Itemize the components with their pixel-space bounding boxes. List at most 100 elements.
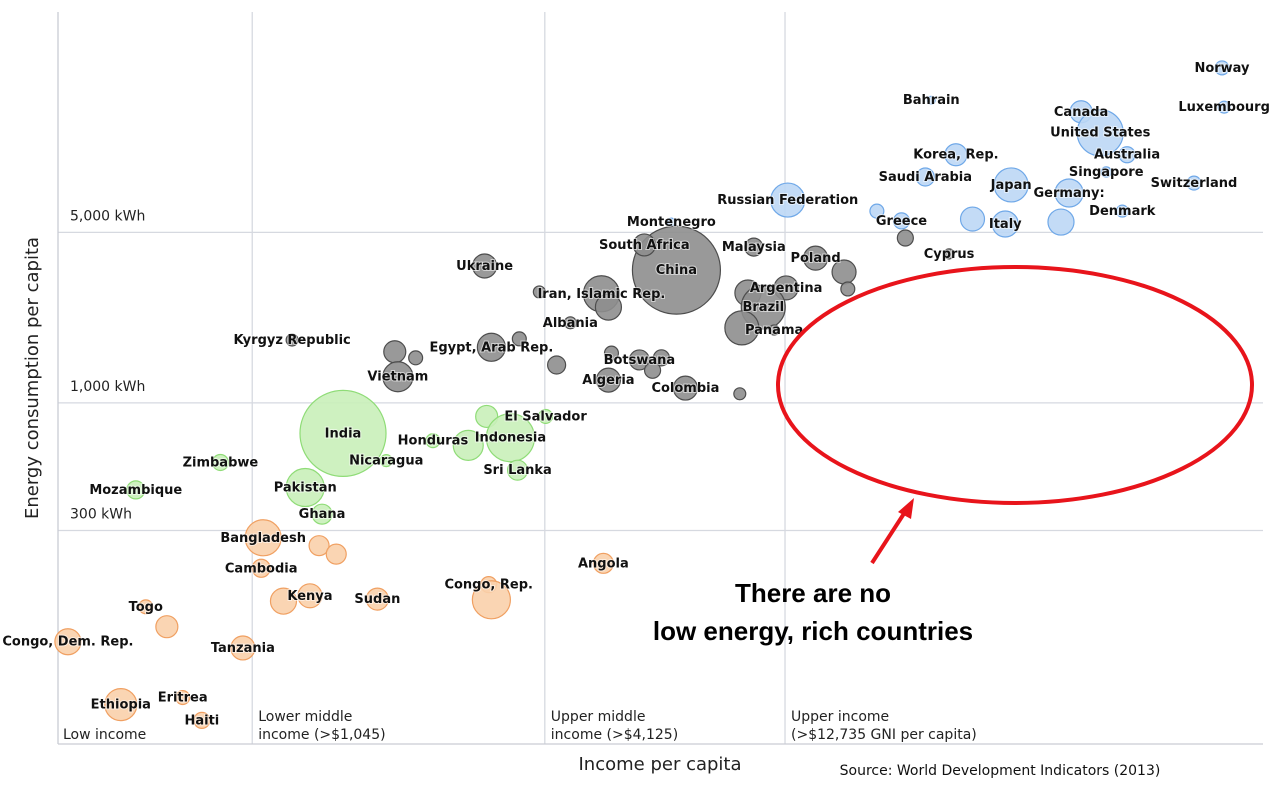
bubble bbox=[471, 580, 511, 620]
bubble bbox=[915, 167, 935, 187]
country-label: Cyprus bbox=[924, 247, 975, 262]
country-label: Botswana bbox=[604, 353, 676, 368]
bubble bbox=[840, 281, 856, 297]
highlight-ellipse bbox=[776, 265, 1254, 505]
country-label: China bbox=[656, 263, 697, 278]
bubble bbox=[1076, 109, 1124, 157]
country-label: India bbox=[325, 426, 362, 441]
country-label: Ghana bbox=[299, 507, 346, 522]
bubble bbox=[926, 95, 936, 105]
country-label: United States bbox=[1050, 126, 1151, 141]
country-label: Kyrgyz Republic bbox=[233, 333, 350, 348]
x-region-label: Low income bbox=[63, 727, 146, 743]
bubbles bbox=[54, 60, 1231, 729]
country-label: Algeria bbox=[582, 373, 634, 388]
arrow-shaft bbox=[870, 510, 907, 565]
country-label: Iran, Islamic Rep. bbox=[537, 287, 665, 302]
country-label: Albania bbox=[543, 316, 598, 331]
bubble bbox=[943, 248, 955, 260]
country-label: Poland bbox=[790, 251, 840, 266]
bubble bbox=[382, 361, 414, 393]
country-label: Angola bbox=[578, 556, 629, 571]
bubble bbox=[54, 628, 82, 656]
bubble bbox=[628, 349, 650, 371]
y-tick-label: 300 kWh bbox=[70, 506, 132, 522]
bubble bbox=[1047, 208, 1075, 236]
bubble bbox=[959, 206, 986, 232]
bubble bbox=[485, 413, 536, 463]
bubble bbox=[126, 480, 146, 500]
country-label: Sudan bbox=[354, 592, 400, 607]
bubble bbox=[770, 182, 806, 218]
bubble bbox=[452, 429, 484, 461]
country-label: Togo bbox=[129, 600, 163, 615]
bubble bbox=[595, 367, 622, 393]
bubble bbox=[896, 229, 914, 247]
country-label: Zimbabwe bbox=[183, 455, 259, 470]
country-label: Panama bbox=[745, 323, 803, 338]
bubble bbox=[138, 599, 154, 615]
country-label: Montenegro bbox=[627, 215, 716, 230]
country-label: Haiti bbox=[184, 713, 219, 728]
country-label: Canada bbox=[1054, 105, 1108, 120]
country-label: Eritrea bbox=[158, 691, 208, 706]
bubble bbox=[425, 433, 441, 449]
bubble bbox=[594, 293, 623, 321]
country-label: Malaysia bbox=[722, 240, 786, 255]
y-tick-label: 5,000 kWh bbox=[70, 208, 145, 224]
bubble bbox=[1118, 146, 1136, 164]
bubble bbox=[379, 454, 393, 468]
annotation: There are no bbox=[735, 578, 891, 608]
bubble bbox=[1115, 204, 1129, 218]
y-axis-title: Energy consumption per capita bbox=[22, 237, 43, 519]
bubble bbox=[538, 408, 554, 425]
country-label: Egypt, Arab Rep. bbox=[429, 340, 553, 355]
bubble bbox=[724, 310, 760, 346]
country-label: Indonesia bbox=[475, 431, 546, 446]
bubble bbox=[563, 316, 577, 330]
bubble bbox=[672, 375, 699, 401]
bubble bbox=[251, 558, 271, 578]
bubble bbox=[1100, 166, 1112, 178]
bubble bbox=[476, 332, 506, 362]
country-label: Bangladesh bbox=[220, 531, 306, 546]
bubble bbox=[408, 350, 424, 366]
bubble bbox=[472, 253, 498, 279]
bubble bbox=[383, 340, 407, 364]
bubble bbox=[1186, 175, 1202, 191]
country-label: Argentina bbox=[750, 281, 823, 296]
bubble bbox=[547, 355, 567, 375]
country-label: Switzerland bbox=[1151, 176, 1238, 191]
bubble bbox=[285, 333, 299, 347]
country-label: Korea, Rep. bbox=[913, 148, 998, 163]
bubble bbox=[1214, 60, 1230, 76]
bubble bbox=[365, 587, 389, 611]
country-label: Nicaragua bbox=[349, 454, 423, 469]
country-label: Kenya bbox=[287, 589, 332, 604]
country-label: El Salvador bbox=[504, 409, 587, 424]
bubble bbox=[285, 467, 325, 508]
bubble bbox=[768, 324, 780, 336]
country-label: Germany: bbox=[1034, 186, 1105, 201]
country-label: Denmark bbox=[1089, 204, 1156, 219]
x-region-label: Upper middle income (>$4,125) bbox=[551, 709, 678, 743]
bubble bbox=[244, 519, 282, 557]
y-tick-label: 1,000 kWh bbox=[70, 379, 145, 395]
bubble bbox=[104, 688, 138, 722]
bubble bbox=[892, 212, 911, 230]
bubble bbox=[632, 233, 656, 257]
country-label: Ethiopia bbox=[91, 698, 151, 713]
bubble bbox=[325, 543, 347, 565]
bubble bbox=[869, 203, 885, 219]
country-label: Brazil bbox=[742, 300, 784, 315]
bubble bbox=[230, 635, 256, 661]
bubble bbox=[991, 210, 1019, 238]
bubble-labels: Norway Luxembourg Bahrain Canada United Stat… bbox=[1, 60, 1271, 729]
country-label: Pakistan bbox=[274, 481, 337, 496]
country-label: Italy bbox=[989, 217, 1022, 232]
bubble bbox=[297, 583, 323, 609]
x-axis-title: Income per capita bbox=[578, 754, 741, 775]
bubble bbox=[155, 615, 179, 639]
bubble bbox=[311, 503, 333, 525]
country-label: Tanzania bbox=[211, 641, 275, 656]
